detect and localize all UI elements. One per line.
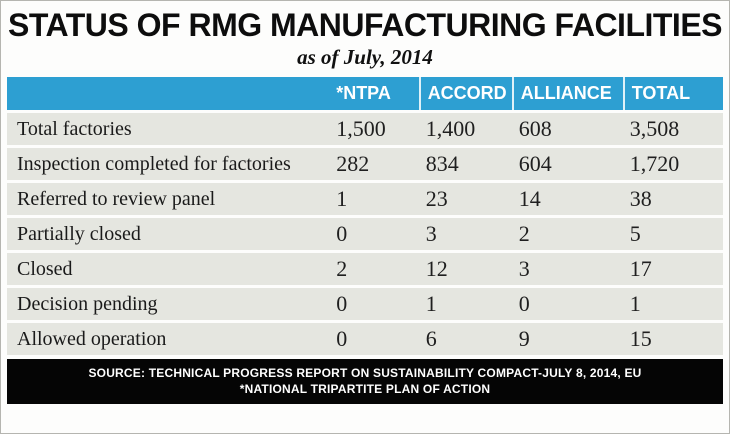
cell-alliance: 14 — [518, 186, 541, 211]
table-row: Decision pending 0 1 0 1 — [7, 288, 723, 320]
cell-accord: 1 — [425, 291, 437, 316]
cell-accord: 3 — [425, 221, 437, 246]
cell-alliance: 3 — [518, 256, 530, 281]
cell-accord: 1,400 — [425, 116, 476, 141]
cell-accord: 6 — [425, 326, 437, 351]
cell-total: 17 — [629, 256, 652, 281]
cell-ntpa: 0 — [336, 291, 348, 316]
column-header-accord: ACCORD — [418, 77, 512, 110]
cell-total: 1 — [629, 291, 641, 316]
cell-total: 1,720 — [629, 151, 680, 176]
row-label: Total factories — [17, 118, 132, 140]
source-line: SOURCE: TECHNICAL PROGRESS REPORT ON SUS… — [88, 366, 642, 380]
row-label: Referred to review panel — [17, 188, 216, 210]
cell-alliance: 2 — [518, 221, 530, 246]
cell-ntpa: 1 — [336, 186, 348, 211]
column-header-ntpa: *NTPA — [336, 83, 391, 103]
cell-total: 3,508 — [629, 116, 680, 141]
note-line: *NATIONAL TRIPARTITE PLAN OF ACTION — [239, 382, 491, 396]
row-label: Inspection completed for factories — [17, 153, 291, 175]
table-row: Closed 2 12 3 17 — [7, 253, 723, 285]
cell-total: 38 — [629, 186, 652, 211]
source-bar: SOURCE: TECHNICAL PROGRESS REPORT ON SUS… — [7, 359, 723, 404]
column-header-total: TOTAL — [622, 77, 723, 110]
table-row: Inspection completed for factories 282 8… — [7, 148, 723, 180]
table-row: Partially closed 0 3 2 5 — [7, 218, 723, 250]
row-label: Closed — [17, 258, 73, 280]
table-row: Total factories 1,500 1,400 608 3,508 — [7, 113, 723, 145]
cell-ntpa: 2 — [336, 256, 348, 281]
column-header-alliance: ALLIANCE — [511, 77, 623, 110]
cell-accord: 23 — [425, 186, 448, 211]
cell-ntpa: 282 — [336, 151, 370, 176]
cell-alliance: 604 — [518, 151, 552, 176]
cell-ntpa: 0 — [336, 221, 348, 246]
cell-total: 5 — [629, 221, 641, 246]
cell-total: 15 — [629, 326, 652, 351]
cell-alliance: 9 — [518, 326, 530, 351]
subtitle: as of July, 2014 — [297, 45, 433, 69]
status-table: *NTPA ACCORD ALLIANCE TOTAL Total factor… — [7, 77, 723, 355]
cell-alliance: 608 — [518, 116, 552, 141]
page-title: STATUS OF RMG MANUFACTURING FACILITIES — [8, 7, 723, 43]
header-empty-cell — [7, 77, 329, 110]
cell-alliance: 0 — [518, 291, 530, 316]
cell-ntpa: 1,500 — [336, 116, 386, 141]
row-label: Allowed operation — [17, 328, 167, 350]
row-label: Decision pending — [17, 293, 158, 315]
cell-accord: 834 — [425, 151, 459, 176]
row-label: Partially closed — [17, 223, 141, 245]
table-row: Referred to review panel 1 23 14 38 — [7, 183, 723, 215]
table-row: Allowed operation 0 6 9 15 — [7, 323, 723, 355]
cell-accord: 12 — [425, 256, 448, 281]
cell-ntpa: 0 — [336, 326, 348, 351]
table-header-row: *NTPA ACCORD ALLIANCE TOTAL — [7, 77, 723, 110]
